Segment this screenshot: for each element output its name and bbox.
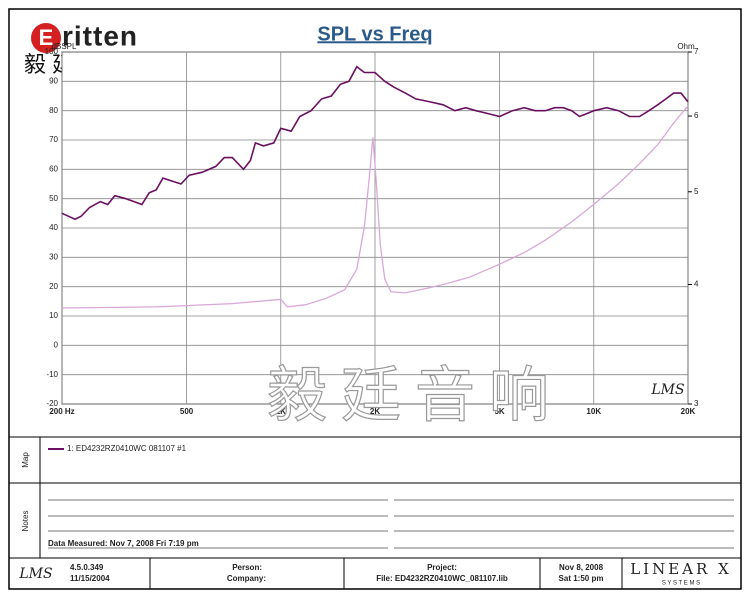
y2-tick-label: 3: [694, 399, 699, 408]
x-tick-label: 10K: [586, 407, 601, 416]
file: File: ED4232RZ0410WC_081107.lib: [376, 574, 508, 583]
person: Person:: [232, 563, 262, 572]
logo-mark: [31, 23, 61, 53]
x-tick-label: 2K: [370, 407, 380, 416]
y-tick-label: 60: [49, 164, 58, 173]
y2-tick-label: 5: [694, 187, 699, 196]
footer-cells: [149, 558, 623, 589]
footer-signature: LMS: [18, 566, 52, 582]
y-tick-label: -10: [46, 370, 58, 379]
chart-title: SPL vs Freq: [317, 23, 432, 45]
maker: LINEAR X: [630, 560, 732, 578]
x-tick-label: 200 Hz: [49, 407, 74, 416]
y-tick-label: 80: [49, 106, 58, 115]
notes-measured: Data Measured: Nov 7, 2008 Fri 7:19 pm: [48, 539, 199, 548]
note-lines: [48, 499, 734, 549]
map-label: Map: [21, 452, 30, 468]
y2-tick-label: 7: [694, 47, 699, 56]
y-tick-label: 20: [49, 282, 58, 291]
logo-initial: E: [39, 25, 54, 50]
y2-axis-label: Ohm: [677, 42, 695, 51]
y2-tick-label: 6: [694, 111, 699, 120]
x-tick-label: 5K: [494, 407, 504, 416]
version-date: 11/15/2004: [70, 574, 110, 583]
y-tick-label: 50: [49, 194, 58, 203]
y2-tick-label: 4: [694, 280, 699, 289]
y-tick-label: -20: [46, 399, 58, 408]
x-tick-label: 500: [180, 407, 194, 416]
frame: [8, 8, 742, 590]
legend-label: 1: ED4232RZ0410WC 081107 #1: [67, 444, 187, 453]
y-tick-label: 40: [49, 223, 58, 232]
signature: LMS: [650, 382, 684, 398]
y-tick-label: 70: [49, 135, 58, 144]
y-tick-label: 10: [49, 311, 58, 320]
maker-sub: S Y S T E M S: [662, 581, 700, 587]
y-tick-label: 100: [45, 47, 59, 56]
x-tick-label: 1K: [276, 407, 286, 416]
y-axis-label: dBSPL: [52, 42, 77, 51]
notes-label: Notes: [21, 511, 30, 532]
y-tick-label: 0: [54, 340, 59, 349]
version: 4.5.0.349: [70, 563, 104, 572]
logo-brand: ritten: [62, 20, 138, 51]
watermark: 毅廷音响: [267, 362, 563, 429]
x-tick-label: 20K: [681, 407, 696, 416]
y-tick-label: 90: [49, 76, 58, 85]
time: Sat 1:50 pm: [559, 574, 604, 583]
date: Nov 8, 2008: [559, 563, 604, 572]
y-tick-label: 30: [49, 252, 58, 261]
series-line: [61, 65, 689, 221]
series-line: [61, 105, 689, 309]
project: Project:: [427, 563, 457, 572]
company: Company:: [227, 574, 266, 583]
